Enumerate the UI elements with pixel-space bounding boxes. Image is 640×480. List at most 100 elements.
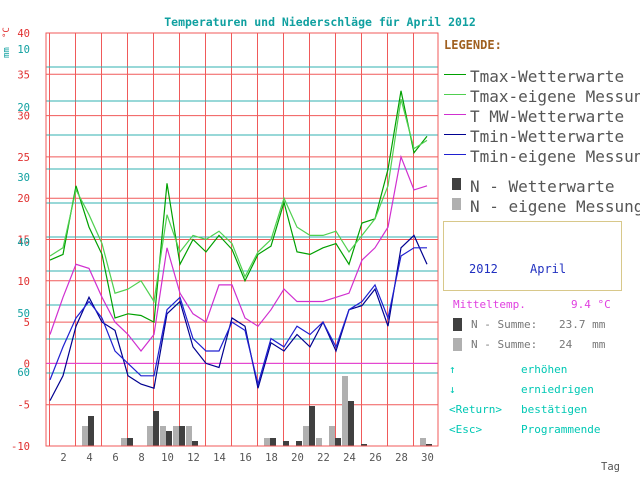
precip-unit-label: mm (2, 47, 12, 58)
precip-bar (303, 426, 309, 446)
temp-tick-label: 15 (17, 235, 30, 247)
precip-tick-label: 30 (17, 172, 30, 184)
x-tick-label: 24 (343, 452, 356, 464)
precip-bar (127, 438, 133, 446)
precip-bar (316, 438, 322, 446)
legend-label: N - eigene Messung (470, 197, 640, 216)
x-tick-label: 30 (421, 452, 434, 464)
precip-sum-label-2: N - Summe: (471, 338, 538, 351)
key-up-row[interactable]: ↑ erhöhen (449, 363, 629, 377)
series-line (49, 234, 428, 401)
precip-bar (121, 438, 127, 446)
x-tick-label: 16 (239, 452, 252, 464)
precip-tick-label: 50 (17, 308, 30, 320)
key-esc-row[interactable]: <Esc> Programmende (449, 423, 629, 437)
precip-tick-label: 10 (17, 44, 30, 56)
temp-tick-label: -10 (11, 441, 30, 453)
x-tick-label: 28 (395, 452, 408, 464)
legend-label: Tmax-eigene Messung (470, 87, 640, 106)
key-return-action: bestätigen (521, 403, 588, 416)
precip-bar (82, 426, 88, 446)
x-tick-label: 20 (291, 452, 304, 464)
precip-bar (186, 426, 192, 446)
precip-sum-row-1: N - Summe: 23.7 mm (453, 318, 623, 332)
temp-tick-label: 35 (17, 69, 30, 81)
arrow-up-icon: ↑ (449, 363, 456, 376)
legend-item: Tmin-eigene Messung (444, 147, 640, 166)
legend-line-swatch (444, 114, 466, 115)
temp-tick-label: 10 (17, 276, 30, 288)
temp-tick-label: 0 (24, 358, 30, 370)
temp-tick-label: 30 (17, 111, 30, 123)
arrow-down-icon: ↓ (449, 383, 456, 396)
x-tick-label: 26 (369, 452, 382, 464)
legend-item: N - eigene Messung (444, 197, 640, 216)
precip-bar (283, 441, 289, 446)
key-down-action: erniedrigen (521, 383, 594, 396)
precip-sum-box-1 (453, 318, 462, 331)
x-tick-label: 8 (138, 452, 144, 464)
x-tick-label: 12 (187, 452, 200, 464)
precip-bar (426, 444, 432, 446)
legend-label: Tmax-Wetterwarte (470, 67, 625, 86)
year-label: 2012 (469, 262, 498, 276)
return-key-label: <Return> (449, 403, 502, 416)
legend-line-swatch (444, 134, 466, 135)
legend-item: Tmax-Wetterwarte (444, 67, 624, 86)
key-return-row[interactable]: <Return> bestätigen (449, 403, 629, 417)
legend-bar-swatch (452, 178, 461, 190)
key-esc-action: Programmende (521, 423, 601, 436)
legend-line-swatch (444, 74, 466, 75)
temp-tick-label: 20 (17, 193, 30, 205)
precip-sum-value-2: 24 mm (559, 338, 606, 351)
precip-sum-row-2: N - Summe: 24 mm (453, 338, 623, 352)
precip-bar (160, 426, 166, 446)
mean-temp-label: Mitteltemp. (453, 298, 526, 311)
date-box: 2012 April (443, 221, 622, 291)
precip-bar (420, 438, 426, 446)
precip-bar (309, 406, 315, 446)
precip-tick-label: 60 (17, 367, 30, 379)
precip-sum-box-2 (453, 338, 462, 351)
precip-bar (348, 401, 354, 446)
precip-tick-label: 20 (17, 102, 30, 114)
legend-label: N - Wetterwarte (470, 177, 615, 196)
legend-line-swatch (444, 154, 466, 155)
precip-bar (166, 431, 172, 446)
precip-bar (342, 376, 348, 446)
legend-item: T MW-Wetterwarte (444, 107, 624, 126)
plot-frame (45, 32, 439, 447)
mean-temp-value: 9.4 °C (571, 298, 611, 311)
legend-label: T MW-Wetterwarte (470, 107, 625, 126)
series-line (49, 154, 428, 352)
key-up-action: erhöhen (521, 363, 568, 376)
precip-bar (296, 441, 302, 446)
legend-bar-swatch (452, 198, 461, 210)
x-tick-label: 2 (60, 452, 66, 464)
x-tick-label: 10 (161, 452, 174, 464)
legend-label: Tmin-Wetterwarte (470, 127, 625, 146)
precip-sum-value-1: 23.7 mm (559, 318, 606, 331)
precip-bar (147, 426, 153, 446)
precip-bar (264, 438, 270, 446)
precip-bar (361, 444, 367, 446)
x-tick-label: 4 (86, 452, 92, 464)
key-down-row[interactable]: ↓ erniedrigen (449, 383, 629, 397)
chart-title: Temperaturen und Niederschläge für April… (164, 15, 476, 29)
x-tick-label: 22 (317, 452, 330, 464)
precip-sum-label-1: N - Summe: (471, 318, 538, 331)
legend-item: Tmax-eigene Messung (444, 87, 640, 106)
x-axis-label: Tag (601, 461, 620, 473)
temp-tick-label: 40 (17, 28, 30, 40)
precip-bar (153, 411, 159, 446)
legend-title: LEGENDE: (444, 38, 502, 52)
temp-unit-label: °C (2, 27, 12, 38)
precip-tick-label: 40 (17, 237, 30, 249)
precip-bar (173, 426, 179, 446)
series-line (49, 247, 427, 387)
precip-bar (192, 441, 198, 446)
precip-bar (179, 426, 185, 446)
precip-bar (88, 416, 94, 446)
legend-item: N - Wetterwarte (444, 177, 620, 196)
